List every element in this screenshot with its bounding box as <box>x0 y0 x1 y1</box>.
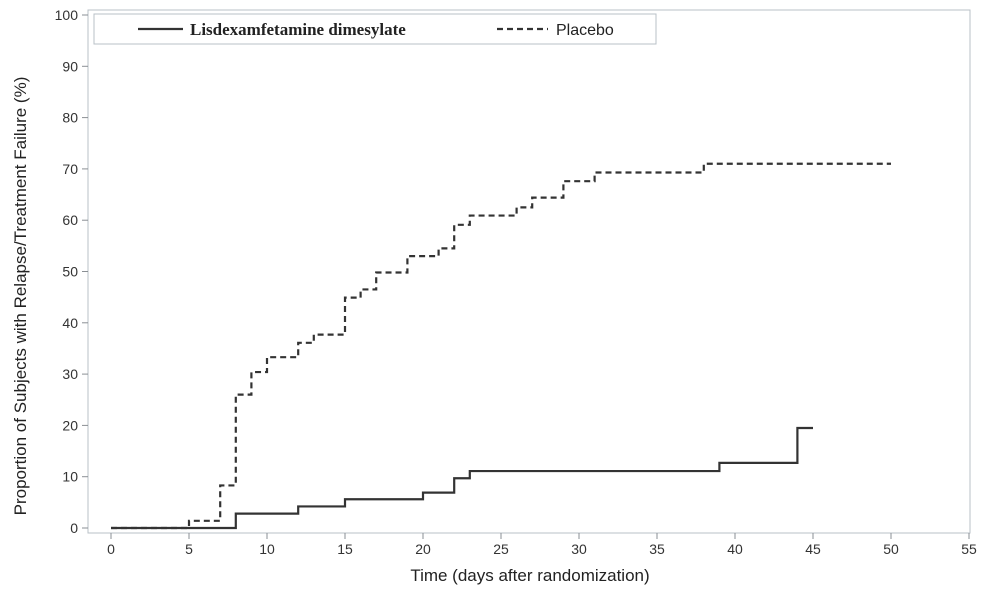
x-tick-label: 15 <box>337 541 353 557</box>
x-axis-title: Time (days after randomization) <box>410 566 649 585</box>
series-line-lisdexamfetamine <box>111 426 813 530</box>
legend-box <box>93 13 657 45</box>
series-layer <box>111 162 891 530</box>
x-tick-label: 30 <box>571 541 587 557</box>
y-tick-label: 50 <box>62 264 78 280</box>
x-axis: 0 5 10 15 20 25 30 35 40 45 50 55 <box>107 533 977 557</box>
series-line-placebo <box>111 162 891 530</box>
y-tick-label: 70 <box>62 161 78 177</box>
x-tick-label: 50 <box>883 541 899 557</box>
y-tick-label: 20 <box>62 417 78 433</box>
x-tick-label: 55 <box>961 541 977 557</box>
y-axis-title: Proportion of Subjects with Relapse/Trea… <box>11 77 30 516</box>
x-tick-label: 35 <box>649 541 665 557</box>
x-tick-label: 10 <box>259 541 275 557</box>
y-tick-label: 30 <box>62 366 78 382</box>
legend-label-lisdexamfetamine: Lisdexamfetamine dimesylate <box>190 20 406 39</box>
x-tick-label: 5 <box>185 541 193 557</box>
x-tick-label: 0 <box>107 541 115 557</box>
y-axis: 0 10 20 30 40 50 60 70 80 90 100 <box>55 7 88 536</box>
legend: Lisdexamfetamine dimesylate Placebo <box>93 13 657 45</box>
y-tick-label: 80 <box>62 110 78 126</box>
plot-frame <box>87 9 971 534</box>
x-tick-label: 25 <box>493 541 509 557</box>
x-tick-label: 40 <box>727 541 743 557</box>
x-tick-label: 45 <box>805 541 821 557</box>
x-tick-label: 20 <box>415 541 431 557</box>
y-tick-label: 100 <box>55 7 79 23</box>
y-tick-label: 90 <box>62 58 78 74</box>
y-tick-label: 10 <box>62 469 78 485</box>
y-tick-label: 40 <box>62 315 78 331</box>
y-tick-label: 0 <box>70 520 78 536</box>
y-tick-label: 60 <box>62 212 78 228</box>
legend-label-placebo: Placebo <box>556 22 614 39</box>
